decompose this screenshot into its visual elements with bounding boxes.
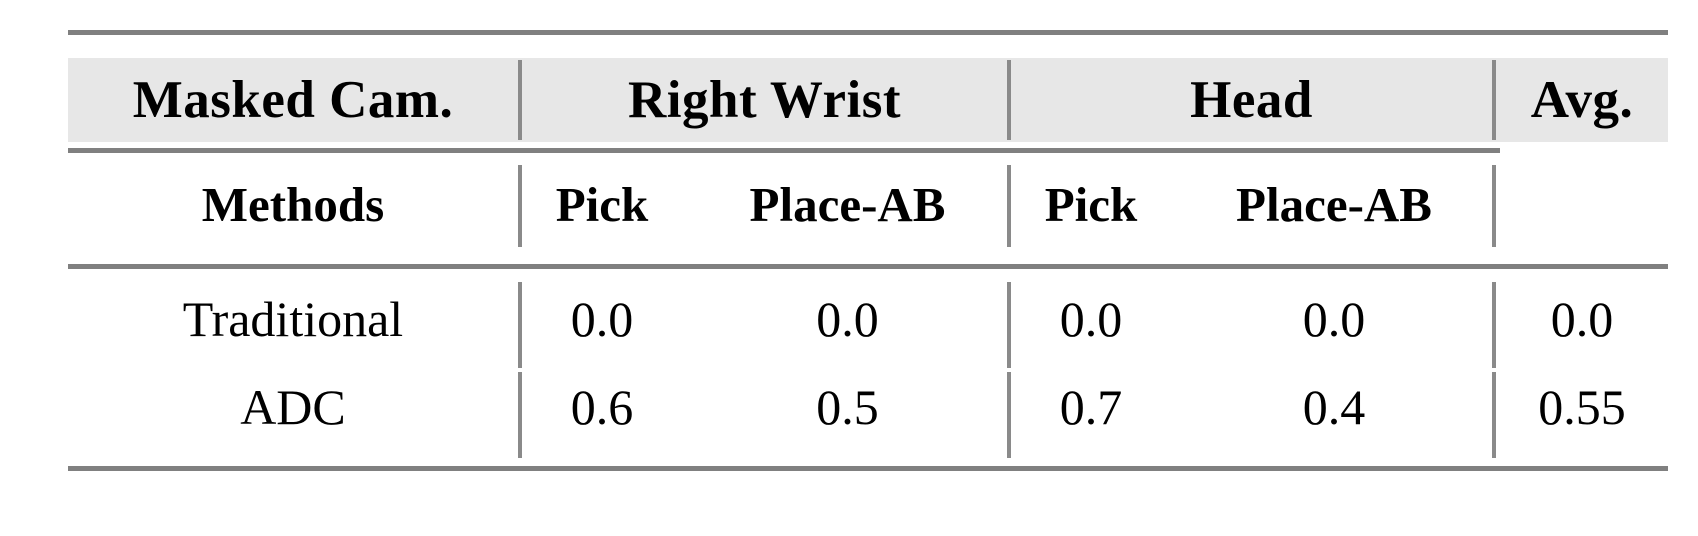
- column-divider-1-row1: [518, 282, 522, 368]
- column-divider-3-subheader: [1492, 165, 1496, 247]
- subheader-head-pick: Pick: [1044, 177, 1138, 232]
- cell-adc-head-place-ab: 0.4: [1302, 379, 1366, 435]
- header-body-rule: [68, 264, 1668, 269]
- column-divider-3-row1: [1492, 282, 1496, 368]
- column-divider-1-header: [518, 60, 522, 140]
- subheader-wrist-place-ab: Place-AB: [749, 177, 946, 232]
- column-divider-2-row2: [1007, 372, 1011, 458]
- header-group-head: Head: [1190, 71, 1313, 129]
- cell-traditional-avg: 0.0: [1550, 291, 1614, 347]
- results-table: Masked Cam. Right Wrist Head Avg. Method…: [68, 0, 1668, 536]
- cell-adc-wrist-place-ab: 0.5: [816, 379, 879, 435]
- column-divider-1-row2: [518, 372, 522, 458]
- header-group-masked-cam: Masked Cam.: [132, 71, 454, 129]
- column-divider-2-subheader: [1007, 165, 1011, 247]
- table-bottom-rule: [68, 466, 1668, 471]
- cell-traditional-head-pick: 0.0: [1059, 291, 1123, 347]
- header-group-right-wrist: Right Wrist: [628, 71, 901, 129]
- subheader-wrist-pick: Pick: [555, 177, 649, 232]
- table-row: Traditional: [182, 291, 404, 347]
- cell-traditional-wrist-place-ab: 0.0: [816, 291, 879, 347]
- cell-adc-head-pick: 0.7: [1059, 379, 1123, 435]
- column-divider-1-subheader: [518, 165, 522, 247]
- cell-adc-wrist-pick: 0.6: [570, 379, 634, 435]
- header-group-avg: Avg.: [1530, 71, 1634, 129]
- cell-adc-avg: 0.55: [1538, 379, 1626, 435]
- column-divider-2-row1: [1007, 282, 1011, 368]
- cell-traditional-wrist-pick: 0.0: [570, 291, 634, 347]
- column-divider-3-header: [1492, 60, 1496, 140]
- table-row: ADC: [240, 379, 346, 435]
- subheader-methods: Methods: [201, 177, 385, 232]
- header-mid-rule: [68, 148, 1500, 153]
- cell-traditional-head-place-ab: 0.0: [1302, 291, 1366, 347]
- header-shade-band: [68, 58, 1668, 142]
- column-divider-3-row2: [1492, 372, 1496, 458]
- column-divider-2-header: [1007, 60, 1011, 140]
- subheader-head-place-ab: Place-AB: [1236, 177, 1432, 232]
- table-top-rule: [68, 30, 1668, 35]
